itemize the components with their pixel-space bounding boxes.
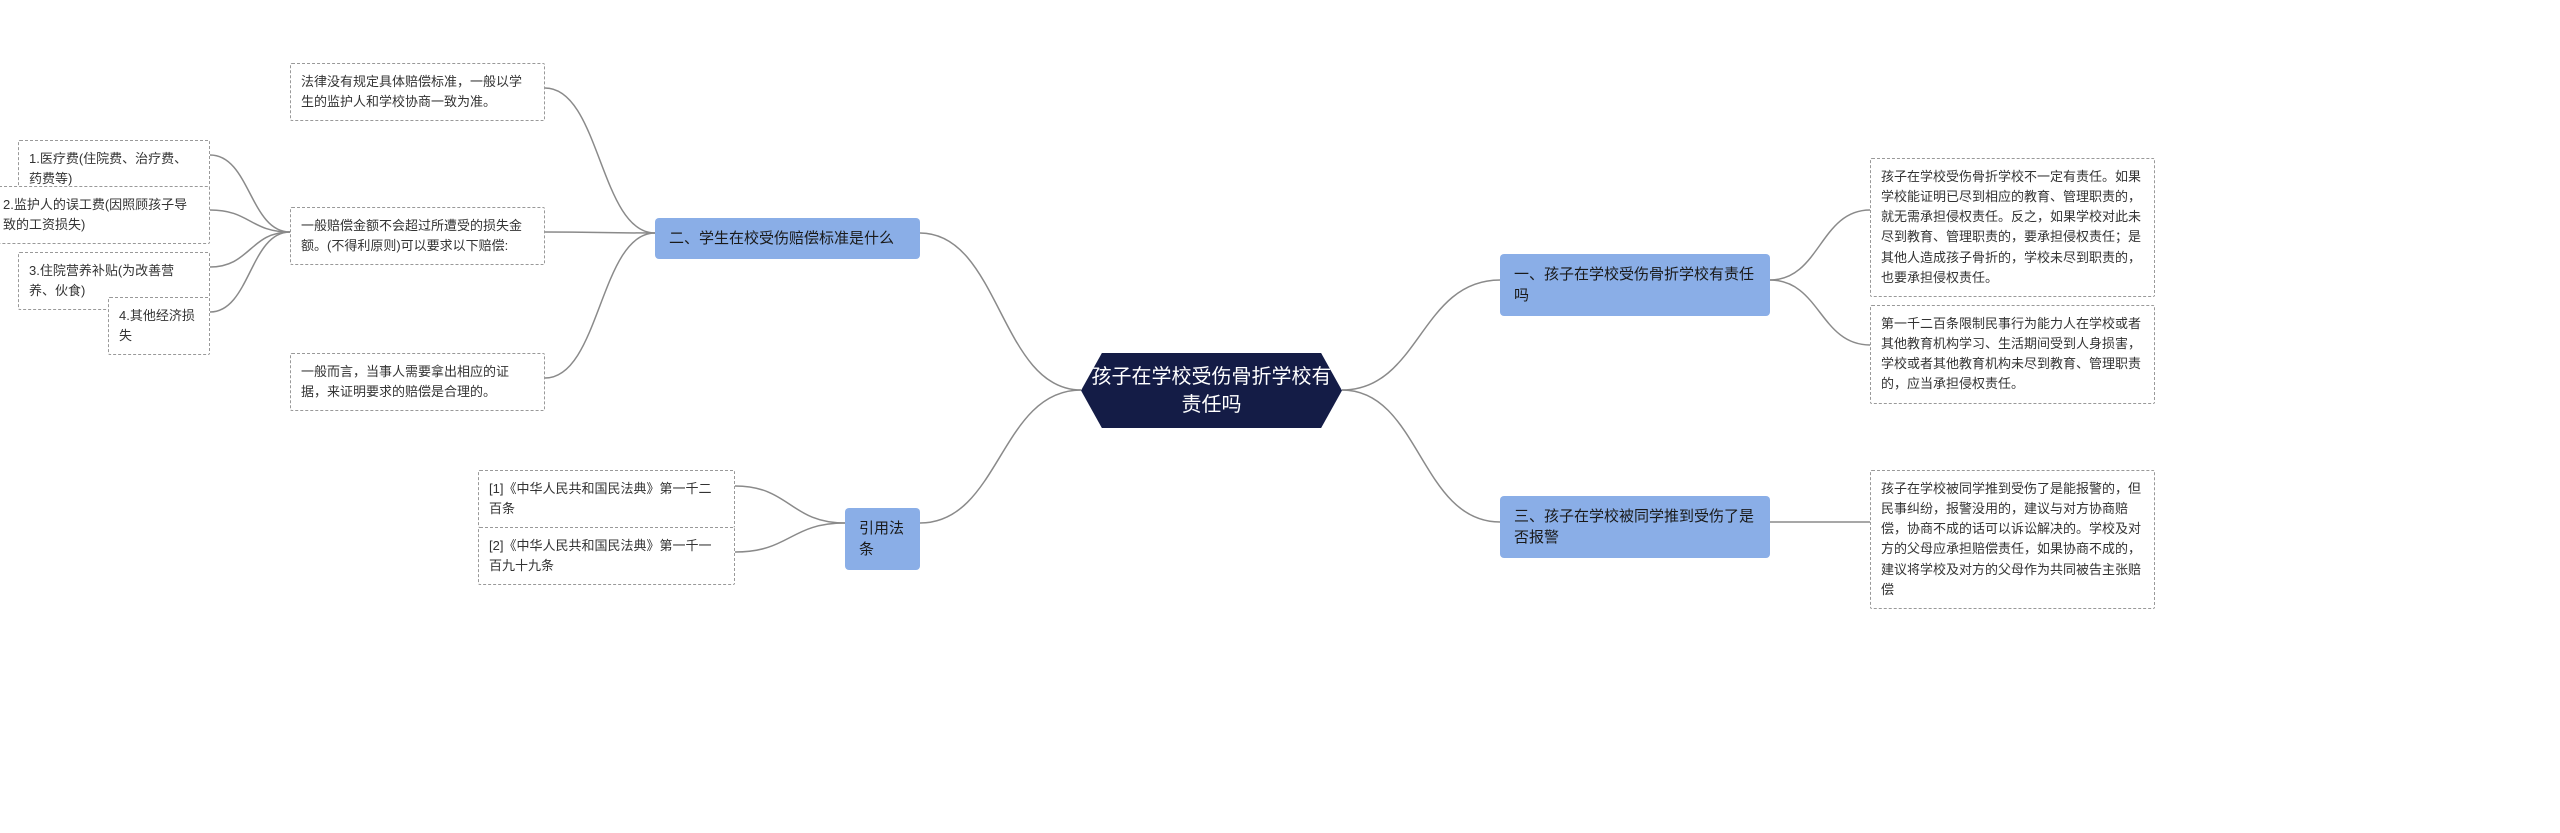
leaf-comp-other: 4.其他经济损失 — [108, 297, 210, 355]
branch-3-report-police[interactable]: 三、孩子在学校被同学推到受伤了是否报警 — [1500, 496, 1770, 558]
leaf-b2-evidence: 一般而言，当事人需要拿出相应的证据，来证明要求的赔偿是合理的。 — [290, 353, 545, 411]
leaf-b1-explain: 孩子在学校受伤骨折学校不一定有责任。如果学校能证明已尽到相应的教育、管理职责的，… — [1870, 158, 2155, 297]
leaf-law-1199: [2]《中华人民共和国民法典》第一千一百九十九条 — [478, 527, 735, 585]
leaf-text: 孩子在学校被同学推到受伤了是能报警的，但民事纠纷，报警没用的，建议与对方协商赔偿… — [1881, 479, 2144, 600]
mindmap-root[interactable]: 孩子在学校受伤骨折学校有责任吗 — [1081, 353, 1342, 428]
leaf-b2-no-standard: 法律没有规定具体赔偿标准，一般以学生的监护人和学校协商一致为准。 — [290, 63, 545, 121]
branch-1-school-liable[interactable]: 一、孩子在学校受伤骨折学校有责任吗 — [1500, 254, 1770, 316]
leaf-text: 一般赔偿金额不会超过所遭受的损失金额。(不得利原则)可以要求以下赔偿: — [301, 216, 534, 256]
root-label: 孩子在学校受伤骨折学校有责任吗 — [1091, 363, 1332, 419]
leaf-text: 孩子在学校受伤骨折学校不一定有责任。如果学校能证明已尽到相应的教育、管理职责的，… — [1881, 167, 2144, 288]
leaf-text: 第一千二百条限制民事行为能力人在学校或者其他教育机构学习、生活期间受到人身损害，… — [1881, 314, 2144, 395]
branch-2-label: 二、学生在校受伤赔偿标准是什么 — [669, 228, 894, 249]
branch-ref-law[interactable]: 引用法条 — [845, 508, 920, 570]
leaf-b1-article1200: 第一千二百条限制民事行为能力人在学校或者其他教育机构学习、生活期间受到人身损害，… — [1870, 305, 2155, 404]
branch-1-label: 一、孩子在学校受伤骨折学校有责任吗 — [1514, 264, 1756, 306]
leaf-text: 一般而言，当事人需要拿出相应的证据，来证明要求的赔偿是合理的。 — [301, 362, 534, 402]
leaf-comp-lostwages: 2.监护人的误工费(因照顾孩子导致的工资损失) — [0, 186, 210, 244]
leaf-b2-compensation-items: 一般赔偿金额不会超过所遭受的损失金额。(不得利原则)可以要求以下赔偿: — [290, 207, 545, 265]
leaf-text: 2.监护人的误工费(因照顾孩子导致的工资损失) — [3, 195, 199, 235]
branch-2-compensation-standard[interactable]: 二、学生在校受伤赔偿标准是什么 — [655, 218, 920, 259]
leaf-law-1200: [1]《中华人民共和国民法典》第一千二百条 — [478, 470, 735, 528]
leaf-text: [2]《中华人民共和国民法典》第一千一百九十九条 — [489, 536, 724, 576]
leaf-text: 法律没有规定具体赔偿标准，一般以学生的监护人和学校协商一致为准。 — [301, 72, 534, 112]
leaf-text: 1.医疗费(住院费、治疗费、药费等) — [29, 149, 199, 189]
branch-ref-label: 引用法条 — [859, 518, 906, 560]
leaf-text: [1]《中华人民共和国民法典》第一千二百条 — [489, 479, 724, 519]
leaf-text: 4.其他经济损失 — [119, 306, 199, 346]
branch-3-label: 三、孩子在学校被同学推到受伤了是否报警 — [1514, 506, 1756, 548]
leaf-b3-explain: 孩子在学校被同学推到受伤了是能报警的，但民事纠纷，报警没用的，建议与对方协商赔偿… — [1870, 470, 2155, 609]
leaf-text: 3.住院营养补贴(为改善营养、伙食) — [29, 261, 199, 301]
